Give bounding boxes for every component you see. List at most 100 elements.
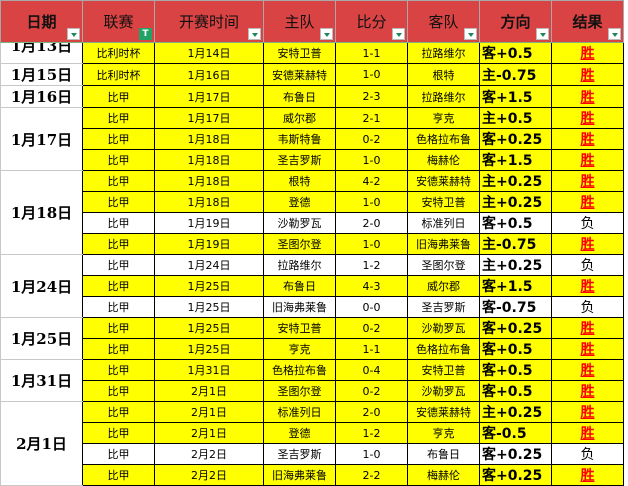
home-team-cell[interactable]: 根特 xyxy=(263,170,336,192)
direction-cell[interactable]: 客+1.5 xyxy=(479,149,552,171)
league-cell[interactable]: 比甲 xyxy=(82,149,155,171)
result-cell[interactable]: 胜 xyxy=(551,359,624,381)
filter-dropdown-icon[interactable] xyxy=(608,28,621,40)
direction-cell[interactable]: 客+0.25 xyxy=(479,443,552,465)
away-team-cell[interactable]: 沙勒罗瓦 xyxy=(407,380,480,402)
home-team-cell[interactable]: 威尔郡 xyxy=(263,107,336,129)
result-cell[interactable]: 胜 xyxy=(551,149,624,171)
home-team-cell[interactable]: 圣图尔登 xyxy=(263,380,336,402)
league-cell[interactable]: 比甲 xyxy=(82,338,155,360)
home-team-cell[interactable]: 登德 xyxy=(263,422,336,444)
score-cell[interactable]: 2-2 xyxy=(335,464,408,486)
league-cell[interactable]: 比甲 xyxy=(82,107,155,129)
league-cell[interactable]: 比利时杯 xyxy=(82,63,155,86)
direction-cell[interactable]: 客+0.25 xyxy=(479,128,552,150)
home-team-cell[interactable]: 安特卫普 xyxy=(263,317,336,339)
away-team-cell[interactable]: 安德莱赫特 xyxy=(407,170,480,192)
score-cell[interactable]: 0-2 xyxy=(335,128,408,150)
score-cell[interactable]: 1-2 xyxy=(335,254,408,276)
home-team-cell[interactable]: 亨克 xyxy=(263,338,336,360)
league-cell[interactable]: 比甲 xyxy=(82,212,155,234)
score-cell[interactable]: 4-3 xyxy=(335,275,408,297)
league-cell[interactable]: 比甲 xyxy=(82,85,155,108)
league-cell[interactable]: 比甲 xyxy=(82,359,155,381)
away-team-cell[interactable]: 布鲁日 xyxy=(407,443,480,465)
score-cell[interactable]: 1-1 xyxy=(335,338,408,360)
league-cell[interactable]: 比甲 xyxy=(82,254,155,276)
score-cell[interactable]: 2-1 xyxy=(335,107,408,129)
time-cell[interactable]: 1月24日 xyxy=(154,254,264,276)
result-cell[interactable]: 胜 xyxy=(551,464,624,486)
home-team-cell[interactable]: 圣图尔登 xyxy=(263,233,336,255)
league-cell[interactable]: 比甲 xyxy=(82,380,155,402)
date-cell[interactable]: 1月16日 xyxy=(0,85,83,108)
away-team-cell[interactable]: 梅赫伦 xyxy=(407,149,480,171)
direction-cell[interactable]: 客+0.5 xyxy=(479,380,552,402)
home-team-cell[interactable]: 圣吉罗斯 xyxy=(263,443,336,465)
direction-cell[interactable]: 客-0.75 xyxy=(479,296,552,318)
score-cell[interactable]: 1-0 xyxy=(335,149,408,171)
time-cell[interactable]: 1月25日 xyxy=(154,317,264,339)
league-cell[interactable]: 比甲 xyxy=(82,170,155,192)
direction-cell[interactable]: 客-0.5 xyxy=(479,422,552,444)
league-cell[interactable]: 比甲 xyxy=(82,443,155,465)
home-team-cell[interactable]: 旧海弗莱鲁 xyxy=(263,296,336,318)
home-team-cell[interactable]: 色格拉布鲁 xyxy=(263,359,336,381)
result-cell[interactable]: 胜 xyxy=(551,401,624,423)
direction-cell[interactable]: 主-0.75 xyxy=(479,63,552,86)
away-team-cell[interactable]: 根特 xyxy=(407,63,480,86)
league-cell[interactable]: 比甲 xyxy=(82,422,155,444)
result-cell[interactable]: 胜 xyxy=(551,380,624,402)
away-team-cell[interactable]: 旧海弗莱鲁 xyxy=(407,233,480,255)
away-team-cell[interactable]: 拉路维尔 xyxy=(407,42,480,64)
time-cell[interactable]: 1月25日 xyxy=(154,338,264,360)
time-cell[interactable]: 1月18日 xyxy=(154,149,264,171)
direction-cell[interactable]: 主-0.75 xyxy=(479,233,552,255)
time-cell[interactable]: 1月25日 xyxy=(154,275,264,297)
time-cell[interactable]: 2月2日 xyxy=(154,443,264,465)
league-cell[interactable]: 比甲 xyxy=(82,191,155,213)
league-cell[interactable]: 比甲 xyxy=(82,233,155,255)
filter-dropdown-icon[interactable] xyxy=(392,28,405,40)
time-cell[interactable]: 1月25日 xyxy=(154,296,264,318)
filter-dropdown-icon[interactable] xyxy=(248,28,261,40)
score-cell[interactable]: 1-2 xyxy=(335,422,408,444)
away-team-cell[interactable]: 圣吉罗斯 xyxy=(407,296,480,318)
direction-cell[interactable]: 客+1.5 xyxy=(479,85,552,108)
result-cell[interactable]: 负 xyxy=(551,296,624,318)
time-cell[interactable]: 1月14日 xyxy=(154,42,264,64)
score-cell[interactable]: 4-2 xyxy=(335,170,408,192)
home-team-cell[interactable]: 标准列日 xyxy=(263,401,336,423)
away-team-cell[interactable]: 标准列日 xyxy=(407,212,480,234)
result-cell[interactable]: 负 xyxy=(551,212,624,234)
time-cell[interactable]: 1月31日 xyxy=(154,359,264,381)
date-cell[interactable]: 1月13日 xyxy=(0,42,83,64)
date-cell[interactable]: 1月25日 xyxy=(0,317,83,360)
league-cell[interactable]: 比甲 xyxy=(82,401,155,423)
score-cell[interactable]: 0-4 xyxy=(335,359,408,381)
direction-cell[interactable]: 主+0.5 xyxy=(479,107,552,129)
league-cell[interactable]: 比甲 xyxy=(82,317,155,339)
away-team-cell[interactable]: 沙勒罗瓦 xyxy=(407,317,480,339)
filter-dropdown-icon[interactable] xyxy=(536,28,549,40)
date-cell[interactable]: 1月31日 xyxy=(0,359,83,402)
away-team-cell[interactable]: 亨克 xyxy=(407,422,480,444)
time-cell[interactable]: 2月1日 xyxy=(154,422,264,444)
result-cell[interactable]: 胜 xyxy=(551,422,624,444)
filter-dropdown-icon[interactable] xyxy=(464,28,477,40)
away-team-cell[interactable]: 安德莱赫特 xyxy=(407,401,480,423)
away-team-cell[interactable]: 色格拉布鲁 xyxy=(407,128,480,150)
score-cell[interactable]: 1-0 xyxy=(335,443,408,465)
time-cell[interactable]: 1月17日 xyxy=(154,85,264,108)
time-cell[interactable]: 1月18日 xyxy=(154,170,264,192)
home-team-cell[interactable]: 韦斯特鲁 xyxy=(263,128,336,150)
result-cell[interactable]: 胜 xyxy=(551,233,624,255)
result-cell[interactable]: 胜 xyxy=(551,191,624,213)
time-cell[interactable]: 2月1日 xyxy=(154,380,264,402)
score-cell[interactable]: 0-2 xyxy=(335,317,408,339)
away-team-cell[interactable]: 亨克 xyxy=(407,107,480,129)
direction-cell[interactable]: 主+0.25 xyxy=(479,254,552,276)
away-team-cell[interactable]: 威尔郡 xyxy=(407,275,480,297)
time-cell[interactable]: 1月16日 xyxy=(154,63,264,86)
direction-cell[interactable]: 主+0.25 xyxy=(479,401,552,423)
